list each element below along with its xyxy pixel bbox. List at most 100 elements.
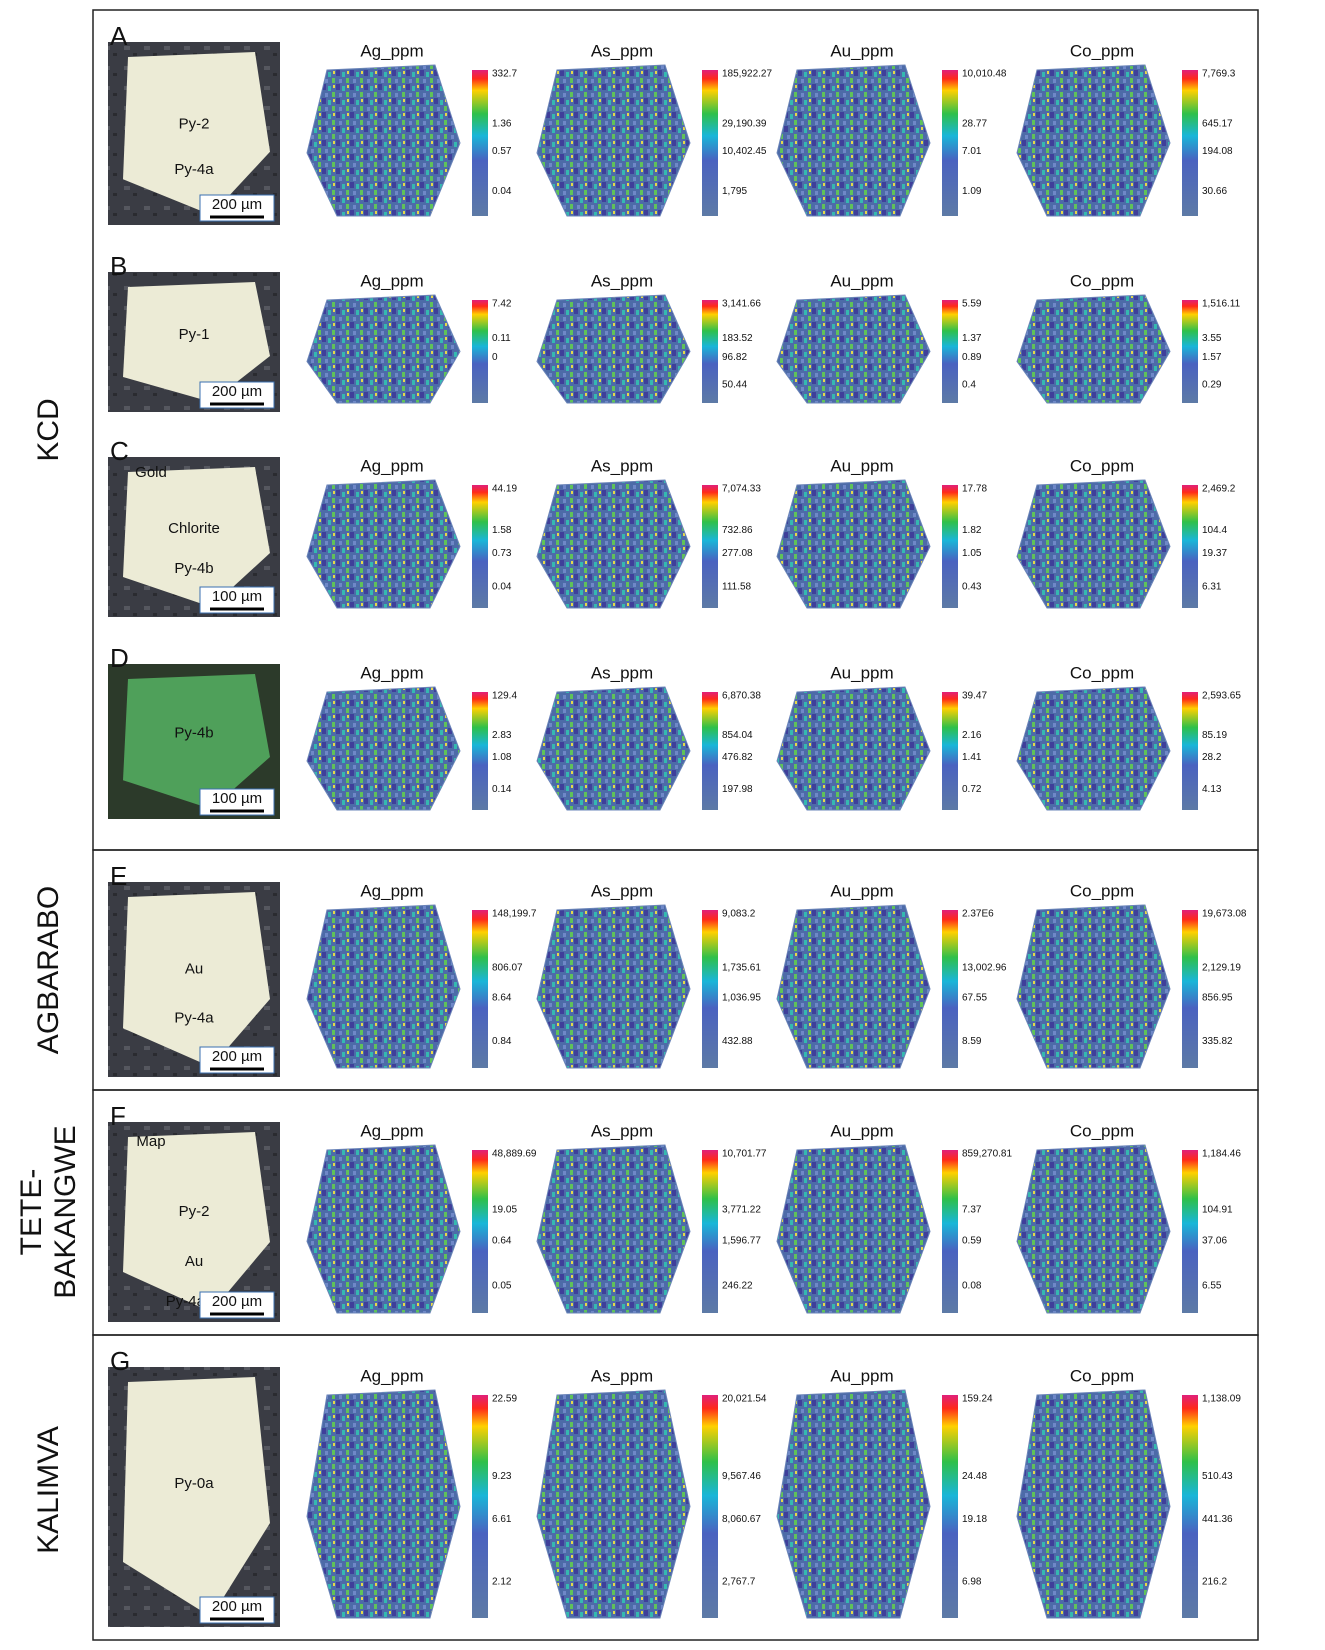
map (307, 480, 460, 608)
colorbar (472, 70, 488, 216)
colorbar-tick-label: 185,922.27 (722, 69, 772, 80)
colorbar-tick-label: 8.64 (492, 993, 512, 1004)
colorbar-tick-label: 44.19 (492, 484, 517, 495)
colorbar-tick-label: 1,138.09 (1202, 1394, 1241, 1405)
map-title: Co_ppm (1070, 1366, 1134, 1385)
colorbar-tick-label: 19.05 (492, 1204, 517, 1215)
scale-label: 200 µm (212, 1048, 262, 1065)
colorbar-tick-label: 7,074.33 (722, 484, 761, 495)
colorbar-tick-label: 732.86 (722, 525, 753, 536)
colorbar-tick-label: 8,060.67 (722, 1514, 761, 1525)
colorbar-tick-label: 9,567.46 (722, 1471, 761, 1482)
colorbar-tick-label: 806.07 (492, 963, 523, 974)
colorbar-tick-label: 2.12 (492, 1576, 512, 1587)
map (307, 1390, 460, 1618)
group-label: BAKANGWE (49, 1125, 82, 1298)
colorbar-tick-label: 9,083.2 (722, 909, 756, 920)
map (307, 1145, 460, 1313)
colorbar-tick-label: 8.59 (962, 1036, 982, 1047)
colorbar-tick-label: 85.19 (1202, 730, 1227, 741)
colorbar (1182, 300, 1198, 403)
map (537, 1145, 690, 1313)
colorbar (942, 485, 958, 608)
map-title: Au_ppm (830, 41, 893, 60)
photo-label: Gold (135, 464, 167, 481)
colorbar (702, 1395, 718, 1618)
colorbar-tick-label: 1.41 (962, 752, 982, 763)
colorbar-tick-label: 0.04 (492, 581, 512, 592)
map (537, 295, 690, 403)
colorbar-tick-label: 0.43 (962, 581, 982, 592)
colorbar-tick-label: 10,701.77 (722, 1149, 767, 1160)
group-label: TETE- (15, 1169, 48, 1256)
colorbar-tick-label: 1.05 (962, 548, 982, 559)
colorbar-tick-label: 0.04 (492, 186, 512, 197)
colorbar-tick-label: 159.24 (962, 1394, 993, 1405)
colorbar-tick-label: 197.98 (722, 784, 753, 795)
colorbar-tick-label: 28.77 (962, 118, 987, 129)
scale-label: 200 µm (212, 383, 262, 400)
map-title: Co_ppm (1070, 41, 1134, 60)
colorbar-tick-label: 1,184.46 (1202, 1149, 1241, 1160)
panel-letter: G (110, 1346, 130, 1376)
colorbar-tick-label: 6.55 (1202, 1280, 1222, 1291)
colorbar (702, 300, 718, 403)
colorbar-tick-label: 17.78 (962, 484, 987, 495)
group-label: AGBARABO (32, 886, 65, 1054)
colorbar-tick-label: 111.58 (722, 581, 752, 592)
map-title: Co_ppm (1070, 663, 1134, 682)
colorbar-tick-label: 6.31 (1202, 581, 1222, 592)
colorbar-tick-label: 48,889.69 (492, 1149, 537, 1160)
colorbar-tick-label: 1,516.11 (1202, 299, 1241, 310)
colorbar (1182, 692, 1198, 810)
colorbar-tick-label: 7.42 (492, 299, 512, 310)
colorbar-tick-label: 856.95 (1202, 993, 1233, 1004)
colorbar-tick-label: 67.55 (962, 993, 987, 1004)
colorbar-tick-label: 246.22 (722, 1280, 753, 1291)
panel-letter: A (110, 21, 128, 51)
map (537, 1390, 690, 1618)
colorbar-tick-label: 0.11 (492, 333, 511, 344)
map (777, 295, 930, 403)
map (537, 65, 690, 216)
colorbar-tick-label: 2,469.2 (1202, 484, 1236, 495)
photo-label: Py-4b (174, 560, 213, 577)
colorbar-tick-label: 1.58 (492, 525, 512, 536)
photo-label: Py-2 (179, 115, 210, 132)
colorbar-tick-label: 441.36 (1202, 1514, 1233, 1525)
colorbar-tick-label: 2,129.19 (1202, 963, 1241, 974)
scale-label: 100 µm (212, 588, 262, 605)
photo-label: Chlorite (168, 520, 220, 537)
map-title: As_ppm (591, 456, 653, 475)
colorbar-tick-label: 19.18 (962, 1514, 987, 1525)
colorbar-tick-label: 19.37 (1202, 548, 1227, 559)
colorbar-tick-label: 50.44 (722, 379, 747, 390)
colorbar-tick-label: 129.4 (492, 691, 517, 702)
scale-label: 200 µm (212, 1598, 262, 1615)
map (307, 65, 460, 216)
map (1017, 65, 1170, 216)
colorbar-tick-label: 1.57 (1202, 352, 1222, 363)
colorbar (1182, 70, 1198, 216)
colorbar-tick-label: 0.14 (492, 784, 512, 795)
colorbar-tick-label: 37.06 (1202, 1235, 1227, 1246)
map-title: As_ppm (591, 663, 653, 682)
panel-letter: D (110, 643, 129, 673)
map-title: Ag_ppm (360, 663, 423, 682)
photo-label: Map (136, 1133, 165, 1150)
map (1017, 905, 1170, 1068)
figure: KCDAGBARABOTETE-BAKANGWEKALIMVAAPy-2Py-4… (0, 0, 1325, 1645)
map-title: As_ppm (591, 1121, 653, 1140)
colorbar (702, 70, 718, 216)
colorbar (702, 485, 718, 608)
colorbar-tick-label: 1.08 (492, 752, 512, 763)
colorbar (702, 692, 718, 810)
colorbar-tick-label: 28.2 (1202, 752, 1222, 763)
photo-label: Au (185, 961, 203, 978)
colorbar-tick-label: 2,767.7 (722, 1576, 756, 1587)
colorbar-tick-label: 0.72 (962, 784, 982, 795)
colorbar-tick-label: 1,036.95 (722, 993, 761, 1004)
colorbar-tick-label: 0.29 (1202, 379, 1222, 390)
map (777, 687, 930, 810)
scale-label: 100 µm (212, 790, 262, 807)
